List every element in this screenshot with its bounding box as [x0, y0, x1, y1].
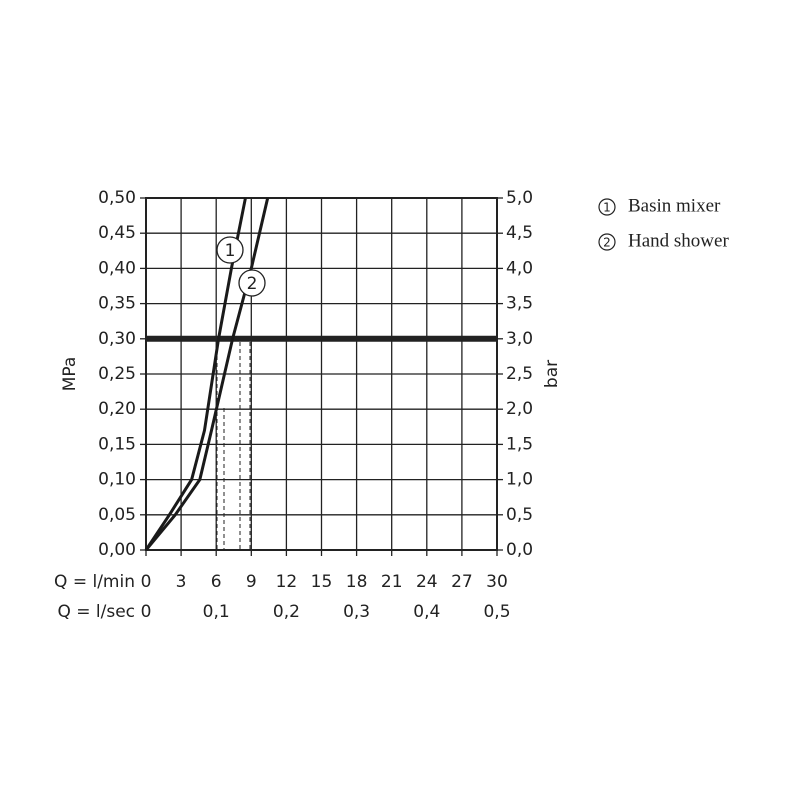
y-tick-label: 0,30	[98, 329, 136, 349]
x2-tick-label: 0,3	[343, 602, 370, 622]
y-label: MPa	[60, 357, 80, 392]
x2-tick-label: 0,4	[413, 602, 440, 622]
x-tick-label: 27	[451, 572, 473, 592]
x-tick-label: 0	[141, 572, 152, 592]
plot-frame	[145, 197, 498, 551]
y-tick-label: 0,40	[98, 258, 136, 278]
y-tick-label: 0,35	[98, 294, 136, 314]
y-tick-label: 0,45	[98, 223, 136, 243]
y2-tick-label: 3,5	[506, 294, 533, 314]
y2-tick-label: 2,0	[506, 399, 533, 419]
y2-tick-label: 4,0	[506, 258, 533, 278]
y2-tick-label: 1,5	[506, 434, 533, 454]
y-tick-label: 0,00	[98, 540, 136, 560]
legend-label: Hand shower	[628, 230, 729, 251]
x-tick-label: 9	[246, 572, 257, 592]
legend-marker	[598, 198, 616, 216]
legend-marker-label: 2	[603, 236, 611, 250]
y-tick-label: 0,15	[98, 434, 136, 454]
curve	[144, 197, 270, 551]
x2-tick-label: 0,2	[273, 602, 300, 622]
y2-label: bar	[542, 360, 562, 388]
legend-marker	[598, 233, 616, 251]
x2-label: Q = l/sec	[57, 602, 135, 622]
legend-marker-label: 1	[603, 201, 611, 215]
y2-tick-label: 0,5	[506, 505, 533, 525]
x-tick-label: 21	[381, 572, 403, 592]
y-tick-label: 0,20	[98, 399, 136, 419]
curve-tag	[238, 269, 266, 297]
x-tick-label: 6	[211, 572, 222, 592]
dashed-guides	[216, 342, 251, 550]
curve	[144, 197, 247, 551]
y2-tick-label: 4,5	[506, 223, 533, 243]
y-tick-label: 0,10	[98, 470, 136, 490]
y-tick-label: 0,05	[98, 505, 136, 525]
curve-tag-label: 2	[247, 274, 258, 294]
y2-tick-label: 2,5	[506, 364, 533, 384]
x2-tick-label: 0	[141, 602, 152, 622]
x2-tick-label: 0,5	[483, 602, 510, 622]
x-tick-label: 3	[176, 572, 187, 592]
x-tick-label: 12	[276, 572, 298, 592]
curve-tag	[216, 236, 244, 264]
x-label: Q = l/min	[54, 572, 135, 592]
y2-tick-label: 3,0	[506, 329, 533, 349]
x-tick-label: 18	[346, 572, 368, 592]
curve-tag-label: 1	[225, 241, 236, 261]
x-tick-label: 24	[416, 572, 438, 592]
x-tick-label: 15	[311, 572, 333, 592]
y2-tick-label: 5,0	[506, 188, 533, 208]
y-tick-label: 0,25	[98, 364, 136, 384]
y-tick-label: 0,50	[98, 188, 136, 208]
x2-tick-label: 0,1	[203, 602, 230, 622]
y2-tick-label: 0,0	[506, 540, 533, 560]
legend-label: Basin mixer	[628, 195, 721, 216]
x-tick-label: 30	[486, 572, 508, 592]
y2-tick-label: 1,0	[506, 470, 533, 490]
